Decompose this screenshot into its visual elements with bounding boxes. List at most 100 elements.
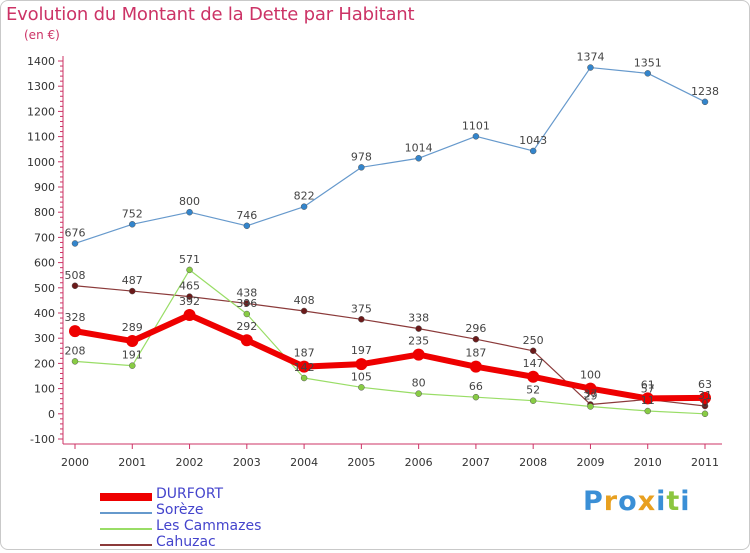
logo-letter: x	[637, 486, 657, 517]
data-label-cahuzac: 487	[122, 274, 143, 287]
x-tick-label: 2011	[691, 456, 719, 469]
legend-swatch-les-cammazes	[100, 528, 152, 530]
x-tick-label: 2004	[290, 456, 318, 469]
logo-letter: P	[583, 486, 604, 517]
data-point-cahuzac	[415, 325, 422, 332]
legend-swatch-cahuzac	[100, 544, 152, 546]
y-tick-label: 400	[34, 307, 55, 320]
x-tick-label: 2010	[634, 456, 662, 469]
series-line-les-cammazes	[74, 269, 706, 415]
y-tick-label: 600	[34, 257, 55, 270]
data-point-durfort	[126, 334, 139, 347]
data-label-les-cammazes: 191	[122, 349, 143, 362]
data-label-cahuzac: 37	[583, 387, 597, 400]
data-label-les-cammazes: 208	[65, 344, 86, 357]
y-tick-label: 0	[48, 408, 55, 421]
data-label-sor-ze: 1238	[691, 85, 719, 98]
x-tick-label: 2006	[405, 456, 433, 469]
data-point-les-cammazes	[358, 384, 365, 391]
x-tick-label: 2005	[347, 456, 375, 469]
data-label-sor-ze: 1351	[634, 56, 662, 69]
data-point-durfort	[69, 325, 81, 338]
data-label-les-cammazes: 11	[641, 394, 655, 407]
data-point-les-cammazes	[587, 403, 594, 410]
data-label-cahuzac: 296	[465, 322, 486, 335]
data-point-les-cammazes	[415, 390, 422, 397]
data-point-cahuzac	[300, 307, 308, 315]
chart-title: Evolution du Montant de la Dette par Hab…	[6, 4, 415, 25]
data-label-sor-ze: 1014	[405, 141, 433, 154]
data-label-les-cammazes: 396	[236, 297, 257, 310]
data-label-durfort: 328	[65, 311, 86, 324]
data-label-sor-ze: 800	[179, 195, 200, 208]
data-label-durfort: 147	[523, 357, 544, 370]
legend-swatch-durfort	[100, 493, 152, 501]
data-point-sor-ze	[472, 133, 480, 140]
chart-subtitle: (en €)	[24, 28, 60, 42]
y-tick-label: 900	[34, 181, 55, 194]
y-tick-label: 300	[34, 332, 55, 345]
data-label-les-cammazes: 105	[351, 370, 372, 383]
x-tick-label: 2009	[576, 456, 604, 469]
data-label-sor-ze: 746	[236, 209, 257, 222]
data-point-cahuzac	[243, 300, 251, 307]
data-label-les-cammazes: 0	[702, 397, 709, 410]
data-label-durfort: 100	[580, 369, 601, 382]
data-point-durfort	[584, 382, 597, 395]
data-label-les-cammazes: 571	[179, 253, 200, 266]
legend-swatch-soreze	[100, 512, 152, 514]
data-label-durfort: 197	[351, 344, 372, 357]
data-label-durfort: 61	[641, 378, 655, 391]
y-tick-label: 800	[34, 206, 55, 219]
logo-letter: t	[666, 486, 681, 517]
series-line-cahuzac	[74, 285, 706, 407]
logo-letter: i	[680, 486, 691, 517]
series-line-sor-ze	[74, 66, 706, 245]
data-label-cahuzac: 31	[698, 389, 712, 402]
data-label-sor-ze: 1101	[462, 119, 490, 132]
data-label-les-cammazes: 66	[469, 380, 483, 393]
y-tick-label: 100	[34, 383, 55, 396]
data-label-cahuzac: 408	[294, 294, 315, 307]
data-label-sor-ze: 978	[351, 150, 372, 163]
data-point-sor-ze	[644, 70, 651, 77]
y-tick-label: 1200	[27, 105, 55, 118]
data-point-durfort	[699, 391, 711, 404]
x-tick-label: 2007	[462, 456, 490, 469]
data-label-sor-ze: 676	[65, 226, 86, 239]
data-label-les-cammazes: 52	[526, 384, 540, 397]
data-point-les-cammazes	[186, 266, 193, 274]
data-label-durfort: 63	[698, 378, 712, 391]
data-point-sor-ze	[243, 222, 251, 230]
logo-letter: i	[656, 486, 667, 517]
data-point-sor-ze	[415, 155, 422, 162]
data-label-les-cammazes: 80	[412, 377, 426, 390]
data-label-les-cammazes: 142	[294, 361, 315, 374]
y-tick-label: 1300	[27, 80, 55, 93]
y-tick-label: 700	[34, 231, 55, 244]
data-point-les-cammazes	[472, 393, 480, 401]
data-label-cahuzac: 465	[179, 280, 200, 293]
y-tick-label: 1100	[27, 131, 55, 144]
legend-label-les-cammazes: Les Cammazes	[156, 518, 262, 534]
legend-label-cahuzac: Cahuzac	[156, 534, 216, 550]
data-point-cahuzac	[186, 293, 193, 300]
data-point-cahuzac	[358, 316, 365, 323]
data-label-sor-ze: 752	[122, 207, 143, 220]
y-tick-label: 200	[34, 357, 55, 370]
data-point-sor-ze	[300, 203, 308, 210]
x-tick-label: 2001	[118, 456, 146, 469]
data-label-durfort: 187	[465, 347, 486, 360]
data-point-sor-ze	[587, 64, 594, 71]
data-label-durfort: 235	[408, 335, 429, 348]
data-point-les-cammazes	[243, 310, 251, 318]
data-label-sor-ze: 822	[294, 190, 315, 203]
legend-label-durfort: DURFORT	[156, 486, 224, 502]
data-point-durfort	[298, 360, 311, 373]
data-point-les-cammazes	[129, 362, 136, 369]
data-label-sor-ze: 1374	[576, 51, 604, 64]
series-line-durfort	[72, 312, 708, 402]
y-tick-label: -100	[30, 433, 55, 446]
data-label-cahuzac: 250	[523, 334, 544, 347]
